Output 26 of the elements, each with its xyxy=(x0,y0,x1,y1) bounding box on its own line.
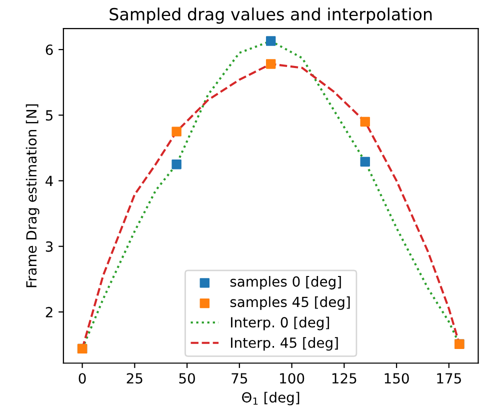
x-tick-label: 50 xyxy=(179,373,195,384)
point xyxy=(266,59,276,69)
point xyxy=(266,36,276,46)
legend-label: Interp. 45 [deg] xyxy=(231,337,338,351)
x-tick-label: 25 xyxy=(126,373,142,384)
y-tick-label: 4 xyxy=(46,176,53,186)
legend-label: samples 0 [deg] xyxy=(230,276,341,290)
x-tick-label: 100 xyxy=(280,373,304,384)
x-tick-label: 150 xyxy=(384,373,409,384)
legend-label: samples 45 [deg] xyxy=(230,296,350,310)
y-tick-label: 5 xyxy=(46,110,53,121)
point xyxy=(360,156,370,167)
y-axis-title: Frame Drag estimation [N] xyxy=(26,104,40,288)
x-tick-label: 0 xyxy=(78,373,86,384)
x-tick-label: 175 xyxy=(437,373,461,384)
x-axis-title: Θ$_{1}$ [deg] xyxy=(242,392,300,406)
chart-title: Sampled drag values and interpolation xyxy=(110,8,432,24)
point xyxy=(172,159,182,170)
y-tick-label: 6 xyxy=(46,44,53,56)
y-tick-label: 3 xyxy=(46,241,53,252)
point xyxy=(172,126,182,136)
point xyxy=(360,116,370,127)
legend-label: Interp. 0 [deg] xyxy=(231,316,329,330)
x-tick-label: 125 xyxy=(332,373,356,384)
x-tick-label: 75 xyxy=(232,373,248,384)
y-tick-label: 2 xyxy=(46,306,52,318)
